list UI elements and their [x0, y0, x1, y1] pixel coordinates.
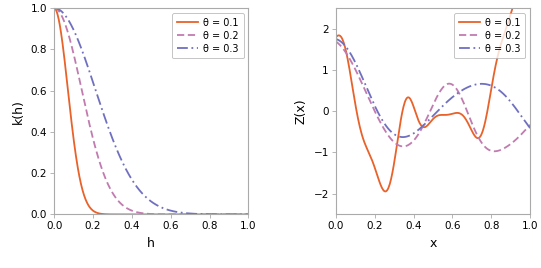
θ = 0.1	[333, 35, 340, 38]
Legend: θ = 0.1, θ = 0.2, θ = 0.3: θ = 0.1, θ = 0.2, θ = 0.3	[454, 13, 525, 58]
θ = 0.2	[167, 213, 173, 216]
θ = 0.3	[449, 96, 456, 99]
θ = 0.1	[449, 112, 456, 116]
Line: θ = 0.1: θ = 0.1	[54, 8, 248, 214]
θ = 0.2	[143, 212, 150, 215]
Line: θ = 0.2: θ = 0.2	[336, 42, 530, 151]
θ = 0.3	[143, 196, 150, 199]
θ = 0.2	[210, 213, 216, 216]
θ = 0.3	[210, 213, 216, 216]
θ = 0.3	[144, 197, 151, 200]
θ = 0.3	[51, 6, 57, 10]
θ = 0.2	[448, 83, 455, 86]
θ = 0.2	[497, 148, 504, 152]
θ = 0.3	[167, 209, 173, 212]
θ = 0.1	[527, 4, 533, 7]
θ = 0.1	[210, 213, 216, 216]
Y-axis label: k(h): k(h)	[12, 99, 25, 124]
θ = 0.1	[51, 6, 57, 10]
θ = 0.2	[452, 85, 458, 88]
θ = 0.1	[452, 111, 459, 115]
Line: θ = 0.3: θ = 0.3	[54, 8, 248, 214]
θ = 0.1	[167, 213, 173, 216]
X-axis label: h: h	[147, 237, 155, 250]
θ = 0.1	[245, 213, 252, 216]
θ = 0.3	[333, 38, 340, 41]
Line: θ = 0.1: θ = 0.1	[336, 0, 530, 191]
Line: θ = 0.2: θ = 0.2	[54, 8, 248, 214]
θ = 0.3	[333, 38, 339, 41]
θ = 0.3	[156, 205, 162, 208]
θ = 0.3	[452, 93, 459, 96]
θ = 0.1	[143, 213, 150, 216]
θ = 0.1	[497, 45, 504, 48]
θ = 0.2	[156, 213, 162, 216]
θ = 0.1	[448, 112, 455, 116]
Line: θ = 0.3: θ = 0.3	[336, 39, 530, 137]
θ = 0.2	[491, 150, 498, 153]
θ = 0.3	[400, 136, 406, 139]
θ = 0.2	[510, 141, 516, 144]
θ = 0.2	[333, 40, 340, 43]
θ = 0.3	[497, 90, 504, 93]
θ = 0.1	[510, 6, 516, 9]
θ = 0.3	[510, 103, 516, 106]
θ = 0.2	[51, 6, 57, 10]
θ = 0.2	[245, 213, 252, 216]
θ = 0.1	[156, 213, 162, 216]
θ = 0.3	[245, 213, 252, 216]
θ = 0.2	[527, 123, 533, 126]
θ = 0.3	[241, 213, 247, 216]
Legend: θ = 0.1, θ = 0.2, θ = 0.3: θ = 0.1, θ = 0.2, θ = 0.3	[172, 13, 243, 58]
θ = 0.2	[144, 212, 151, 215]
θ = 0.1	[241, 213, 247, 216]
θ = 0.1	[382, 190, 388, 193]
X-axis label: x: x	[430, 237, 437, 250]
θ = 0.1	[333, 36, 339, 39]
θ = 0.3	[527, 126, 533, 130]
θ = 0.1	[144, 213, 151, 216]
θ = 0.3	[448, 96, 455, 99]
θ = 0.2	[333, 40, 339, 43]
θ = 0.2	[447, 82, 454, 85]
Y-axis label: Z(x): Z(x)	[295, 98, 308, 124]
θ = 0.2	[241, 213, 247, 216]
